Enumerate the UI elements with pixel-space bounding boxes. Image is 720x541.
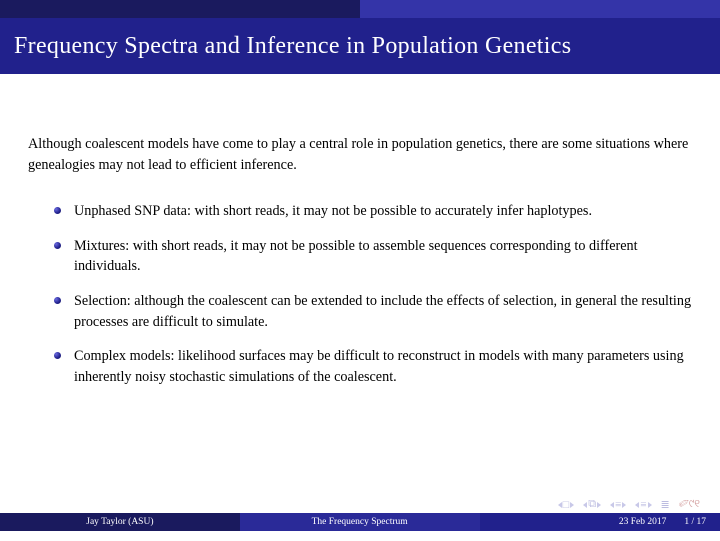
slide-content: Although coalescent models have come to … bbox=[0, 74, 720, 387]
list-item: Unphased SNP data: with short reads, it … bbox=[60, 201, 692, 222]
nav-prev-icon[interactable]: ⧉ bbox=[583, 498, 601, 511]
footer-date: 23 Feb 2017 bbox=[619, 517, 667, 527]
nav-first-icon[interactable]: □ bbox=[558, 499, 575, 511]
nav-icons: □ ⧉ ≡ ≡ ≣ ✐୯୧ bbox=[558, 498, 700, 511]
footer-right: 23 Feb 2017 1 / 17 bbox=[480, 513, 720, 531]
footer-bar: Jay Taylor (ASU) The Frequency Spectrum … bbox=[0, 513, 720, 531]
nav-last-icon[interactable]: ≡ bbox=[635, 499, 651, 511]
intro-paragraph: Although coalescent models have come to … bbox=[28, 134, 692, 175]
top-bar-section-right bbox=[360, 0, 720, 18]
list-item: Selection: although the coalescent can b… bbox=[60, 291, 692, 332]
nav-goto-icon[interactable]: ≣ bbox=[661, 498, 670, 511]
list-item: Mixtures: with short reads, it may not b… bbox=[60, 236, 692, 277]
footer-author: Jay Taylor (ASU) bbox=[0, 513, 240, 531]
top-bar-section-left bbox=[0, 0, 360, 18]
footer: □ ⧉ ≡ ≡ ≣ ✐୯୧ Jay Taylor (ASU) The Frequ… bbox=[0, 513, 720, 531]
nav-circ-icon[interactable]: ✐୯୧ bbox=[679, 498, 700, 511]
list-item: Complex models: likelihood surfaces may … bbox=[60, 346, 692, 387]
slide-title: Frequency Spectra and Inference in Popul… bbox=[14, 33, 571, 60]
title-bar: Frequency Spectra and Inference in Popul… bbox=[0, 18, 720, 74]
bullet-list: Unphased SNP data: with short reads, it … bbox=[28, 201, 692, 387]
top-progress-bar bbox=[0, 0, 720, 18]
nav-next-icon[interactable]: ≡ bbox=[610, 499, 626, 511]
footer-page: 1 / 17 bbox=[684, 517, 706, 527]
footer-short-title: The Frequency Spectrum bbox=[240, 513, 480, 531]
